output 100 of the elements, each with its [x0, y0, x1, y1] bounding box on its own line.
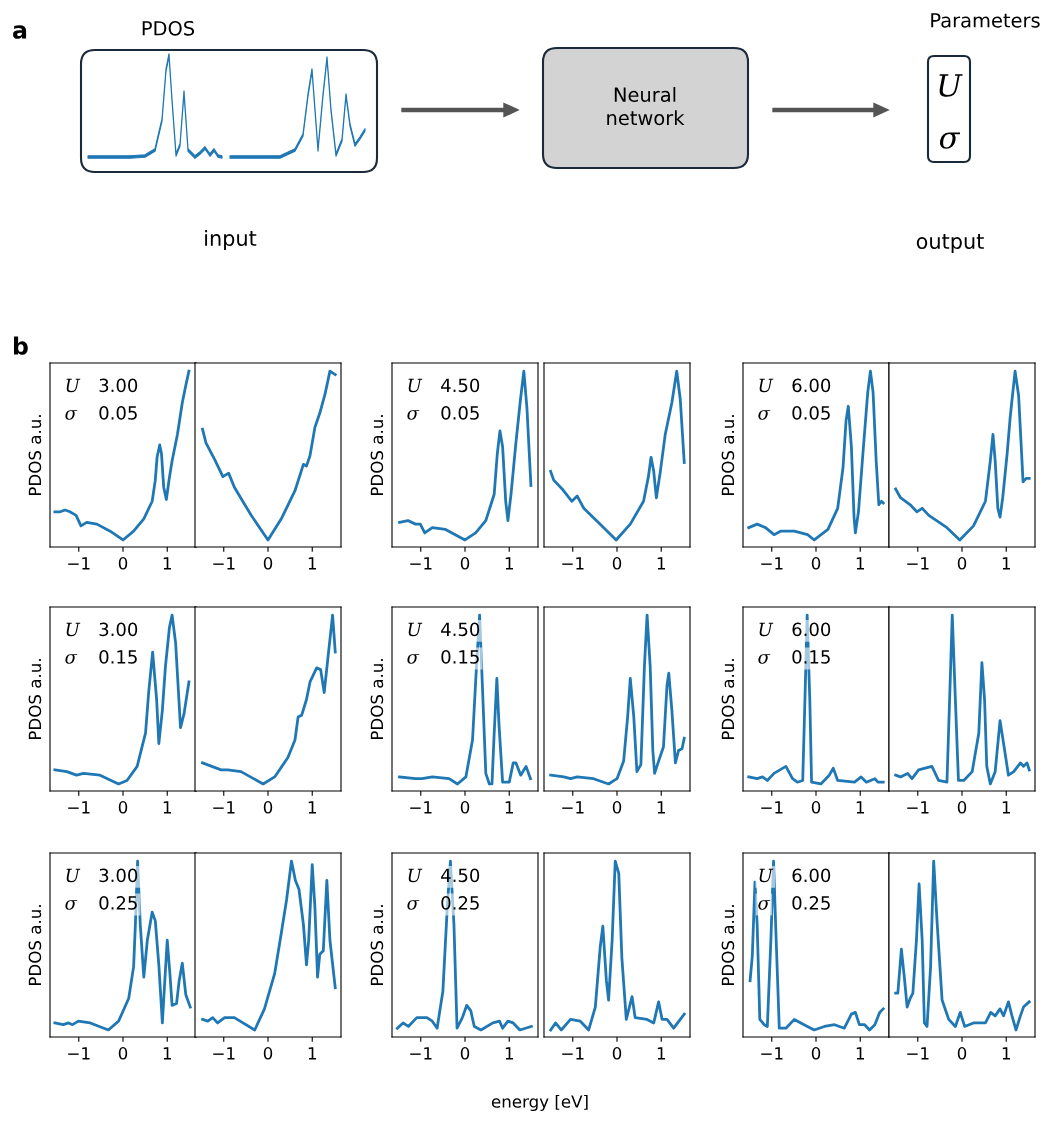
text: b: [13, 336, 28, 355]
x-tick-label: 1: [163, 557, 172, 570]
x-tick-label: 1: [163, 1047, 172, 1060]
annotation: 3.00: [99, 378, 138, 393]
annotation: 3.00: [99, 868, 138, 883]
y-axis-title: PDOS a.u.: [370, 905, 384, 985]
x-tick-label: 0: [118, 801, 128, 814]
annotation: U: [66, 868, 81, 883]
x-tick-label: 1: [163, 801, 172, 814]
x-tick-label: −1: [761, 801, 783, 814]
x-tick-label: 0: [118, 1047, 128, 1060]
x-tick-label: −1: [410, 801, 432, 814]
y-axis-title: PDOS a.u.: [370, 415, 384, 495]
x-tick-label: 0: [811, 801, 821, 814]
annotation: 4.50: [441, 868, 480, 883]
x-tick-label: 0: [263, 557, 273, 570]
annotation: σ: [758, 900, 771, 910]
x-tick-label: 1: [308, 801, 317, 814]
annotation: U: [66, 378, 81, 393]
x-tick-label: −1: [68, 1047, 90, 1060]
x-tick-label: −1: [907, 801, 929, 814]
x-tick-label: 1: [505, 801, 514, 814]
annotation: 4.50: [441, 378, 480, 393]
annotation: 3.00: [99, 622, 138, 637]
x-tick-label: −1: [68, 557, 90, 570]
x-tick-label: 0: [957, 801, 967, 814]
x-tick-label: 0: [263, 1047, 273, 1060]
x-tick-label: 1: [1002, 557, 1011, 570]
text: output: [916, 234, 984, 254]
annotation: σ: [407, 410, 420, 420]
x-tick-label: −1: [213, 557, 235, 570]
annotation: 0.05: [441, 406, 479, 420]
x-tick-label: 0: [612, 557, 622, 570]
annotation: σ: [758, 654, 771, 664]
annotation: 6.00: [792, 622, 831, 637]
x-tick-label: −1: [907, 1047, 929, 1060]
x-tick-label: −1: [761, 1047, 783, 1060]
x-tick-label: 1: [308, 1047, 317, 1060]
text: U: [939, 74, 963, 97]
annotation: σ: [65, 900, 78, 910]
x-tick-label: 0: [263, 801, 273, 814]
x-tick-label: −1: [907, 557, 929, 570]
y-axis-title: PDOS a.u.: [28, 659, 42, 739]
annotation: 6.00: [792, 868, 831, 883]
annotation: U: [408, 378, 423, 393]
x-tick-label: 0: [460, 801, 470, 814]
x-tick-label: −1: [562, 557, 584, 570]
annotation: 0.15: [441, 650, 479, 664]
y-axis-title: PDOS a.u.: [370, 659, 384, 739]
annotation: 0.05: [99, 406, 137, 420]
y-axis-title: PDOS a.u.: [721, 659, 735, 739]
y-axis-title: PDOS a.u.: [28, 905, 42, 985]
annotation: σ: [65, 410, 78, 420]
annotation: 0.25: [792, 896, 830, 910]
x-tick-label: 1: [856, 1047, 865, 1060]
x-tick-label: 0: [957, 557, 967, 570]
y-axis-title: PDOS a.u.: [28, 415, 42, 495]
x-tick-label: 0: [811, 557, 821, 570]
text: input: [205, 229, 257, 251]
x-tick-label: 0: [460, 557, 470, 570]
text: a: [13, 25, 27, 39]
annotation: σ: [407, 900, 420, 910]
x-tick-label: 1: [856, 801, 865, 814]
annotation: U: [66, 622, 81, 637]
annotation: 0.15: [792, 650, 830, 664]
x-tick-label: 1: [657, 557, 666, 570]
text: σ: [939, 132, 961, 149]
x-tick-label: 1: [1002, 1047, 1011, 1060]
y-axis-title: PDOS a.u.: [721, 415, 735, 495]
x-tick-label: 0: [118, 557, 128, 570]
annotation: U: [759, 622, 774, 637]
x-tick-label: 1: [657, 1047, 666, 1060]
x-tick-label: −1: [410, 557, 432, 570]
x-tick-label: −1: [761, 557, 783, 570]
text: Neural network: [607, 86, 685, 126]
annotation: U: [759, 378, 774, 393]
x-tick-label: 1: [1002, 801, 1011, 814]
x-tick-label: 0: [957, 1047, 967, 1060]
x-tick-label: 1: [856, 557, 865, 570]
x-axis-title: energy [eV]: [491, 1094, 588, 1112]
y-axis-title: PDOS a.u.: [721, 905, 735, 985]
x-tick-label: 0: [460, 1047, 470, 1060]
x-tick-label: 0: [811, 1047, 821, 1060]
x-tick-label: −1: [410, 1047, 432, 1060]
x-tick-label: 1: [657, 801, 666, 814]
annotation: U: [759, 868, 774, 883]
annotation: 0.25: [99, 896, 137, 910]
annotation: 6.00: [792, 378, 831, 393]
x-tick-label: 0: [612, 1047, 622, 1060]
annotation: σ: [65, 654, 78, 664]
x-tick-label: −1: [68, 801, 90, 814]
annotation: 0.25: [441, 896, 479, 910]
annotation: 4.50: [441, 622, 480, 637]
x-tick-label: −1: [213, 801, 235, 814]
x-tick-label: −1: [213, 1047, 235, 1060]
x-tick-label: 1: [505, 1047, 514, 1060]
annotation: 0.15: [99, 650, 137, 664]
x-tick-label: −1: [562, 1047, 584, 1060]
annotation: U: [408, 622, 423, 637]
annotation: σ: [758, 410, 771, 420]
